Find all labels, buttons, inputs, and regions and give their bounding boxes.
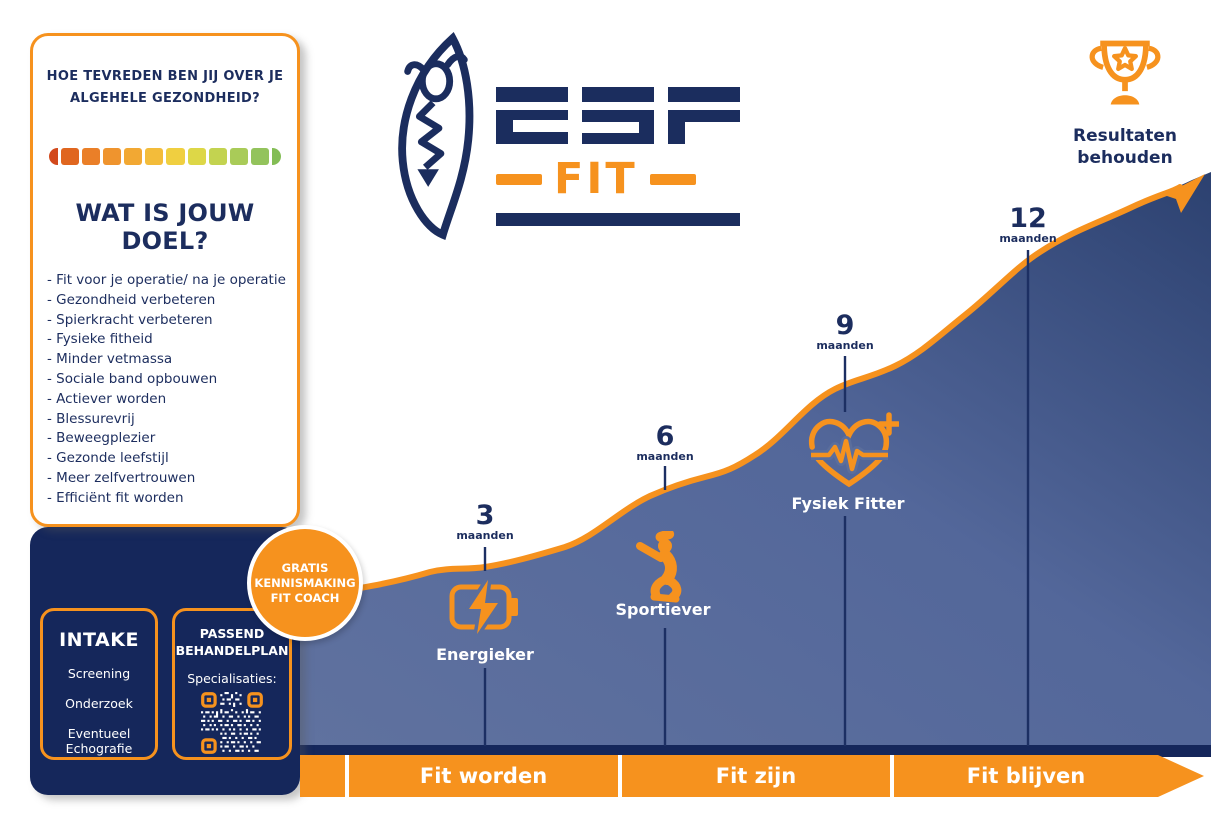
- heartbeat-plus-icon: [808, 412, 899, 488]
- scale-segment: [103, 148, 122, 165]
- plan-title-line1: PASSEND: [199, 626, 265, 641]
- logo-letter-f: [668, 87, 740, 144]
- intro-badge-line2: KENNISMAKING: [254, 575, 356, 590]
- esf-figure-icon: [398, 31, 474, 241]
- plan-subtitle: Specialisaties:: [187, 671, 277, 686]
- slope-fill: [300, 172, 1211, 757]
- result-caption-line2: behouden: [1077, 148, 1173, 168]
- logo-fit-text: FIT: [554, 154, 638, 204]
- intro-badge-line1: GRATIS: [281, 560, 329, 575]
- intake-item: Screening: [67, 666, 131, 681]
- intro-badge-line3: FIT COACH: [270, 590, 340, 605]
- scale-segment: [61, 148, 80, 165]
- milestone-value: 3: [475, 500, 495, 531]
- goal-item: Blessurevrij: [47, 410, 297, 430]
- scale-segment: [124, 148, 143, 165]
- goal-item: Sociale band opbouwen: [47, 370, 297, 390]
- scale-cap-right: [271, 148, 281, 165]
- progress-curve: [300, 172, 1211, 757]
- phase-fit-worden: Fit worden: [419, 764, 548, 788]
- trophy-icon: [1089, 40, 1161, 105]
- phase-separator: [890, 755, 894, 797]
- treatment-plan-box: PASSEND BEHANDELPLAN Specialisaties:: [172, 608, 292, 760]
- goal-item: Fit voor je operatie/ na je operatie: [47, 271, 297, 291]
- logo-fit-row: FIT: [496, 157, 740, 201]
- scale-segment: [166, 148, 185, 165]
- scale-segment: [250, 148, 269, 165]
- logo: ESF FIT: [392, 30, 740, 242]
- scale-segment: [82, 148, 101, 165]
- logo-esf-letters: [496, 87, 740, 144]
- satisfaction-scale: [49, 148, 281, 165]
- qr-code: [201, 692, 263, 754]
- milestone-unit: maanden: [816, 339, 874, 352]
- scale-segment: [187, 148, 206, 165]
- intake-item: Eventueel Echografie: [65, 726, 133, 756]
- intro-badge: GRATIS KENNISMAKING FIT COACH: [247, 525, 363, 641]
- question-line2: ALGEHELE GEZONDHEID?: [70, 91, 260, 106]
- milestone-3-months: 3 maanden: [456, 502, 513, 542]
- goal-item: Meer zelfvertrouwen: [47, 469, 297, 489]
- logo-letter-e: [496, 87, 568, 144]
- goal-item: Spierkracht verbeteren: [47, 311, 297, 331]
- intake-title: INTAKE: [59, 629, 139, 651]
- intake-box: INTAKE Screening Onderzoek Eventueel Ech…: [40, 608, 158, 760]
- battery-charging-icon: [449, 579, 518, 635]
- scale-segment: [208, 148, 227, 165]
- plan-title: PASSEND BEHANDELPLAN: [175, 625, 289, 659]
- goal-item: Minder vetmassa: [47, 350, 297, 370]
- phase-separator: [345, 755, 349, 797]
- goal-item: Gezonde leefstijl: [47, 449, 297, 469]
- result-caption-line1: Resultaten: [1072, 126, 1178, 146]
- phase-fit-blijven: Fit blijven: [966, 764, 1086, 788]
- phase-arrow-icon: [1158, 755, 1204, 797]
- goal-item: Actiever worden: [47, 390, 297, 410]
- intake-item: Onderzoek: [65, 696, 133, 711]
- goal-item: Beweegplezier: [47, 429, 297, 449]
- goal-item: Gezondheid verbeteren: [47, 291, 297, 311]
- logo-underline: [496, 213, 740, 226]
- result-goal: Resultaten behouden: [1058, 33, 1192, 169]
- milestone-unit: maanden: [456, 529, 514, 542]
- milestone-12-months: 12 maanden: [999, 205, 1056, 245]
- survey-card: HOE TEVREDEN BEN JIJ OVER JE ALGEHELE GE…: [30, 33, 300, 527]
- logo-letter-s: [582, 87, 654, 144]
- phase-separator: [618, 755, 622, 797]
- goal-item: Efficiënt fit worden: [47, 489, 297, 509]
- milestone-value: 12: [1009, 203, 1047, 234]
- milestone-value: 9: [835, 310, 855, 341]
- goal-item: Fysieke fitheid: [47, 330, 297, 350]
- result-caption: Resultaten behouden: [1058, 125, 1192, 169]
- milestone-9-months: 9 maanden: [816, 312, 873, 352]
- curve-arrowhead-icon: [1164, 174, 1205, 213]
- snowboarder-icon: [636, 531, 682, 603]
- goal-heading: WAT IS JOUW DOEL?: [75, 199, 255, 255]
- phase-bar: Fit worden Fit zijn Fit blijven: [300, 755, 1204, 797]
- scale-segment: [229, 148, 248, 165]
- fit-dash-left: [496, 173, 542, 185]
- satisfaction-question: HOE TEVREDEN BEN JIJ OVER JE ALGEHELE GE…: [43, 66, 287, 110]
- milestone-label: Fysiek Fitter: [791, 494, 905, 513]
- scale-segment: [145, 148, 164, 165]
- slope-base-strip: [300, 745, 1211, 757]
- goals-list: Fit voor je operatie/ na je operatie Gez…: [47, 271, 297, 509]
- scale-cap-left: [49, 148, 58, 165]
- phase-fit-zijn: Fit zijn: [715, 764, 797, 788]
- plan-title-line2: BEHANDELPLAN: [175, 643, 289, 658]
- milestone-label: Energieker: [436, 645, 534, 664]
- milestone-unit: maanden: [999, 232, 1057, 245]
- milestone-6-months: 6 maanden: [636, 423, 693, 463]
- question-line1: HOE TEVREDEN BEN JIJ OVER JE: [46, 69, 284, 84]
- milestone-unit: maanden: [636, 450, 694, 463]
- milestone-label: Sportiever: [615, 600, 711, 619]
- fit-dash-right: [649, 173, 696, 185]
- milestone-value: 6: [655, 421, 675, 452]
